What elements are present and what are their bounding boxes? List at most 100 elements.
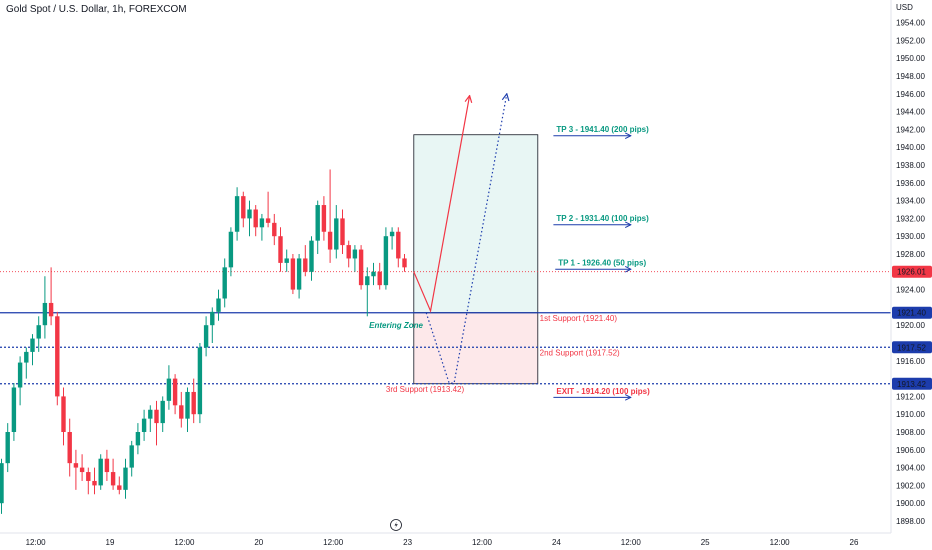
event-bolt-glyph xyxy=(394,521,398,529)
candle-body xyxy=(110,472,116,486)
first-support-label: 1st Support (1921.40) xyxy=(540,314,618,323)
candle-body xyxy=(86,472,91,481)
candle-body xyxy=(296,258,302,290)
candle-body xyxy=(253,209,258,228)
candle-body xyxy=(303,258,308,272)
candle-body xyxy=(377,271,382,286)
candle-body xyxy=(55,316,60,397)
exit-label: EXIT - 1914.20 (100 pips) xyxy=(556,387,650,396)
y-tick-label: 1932.00 xyxy=(896,214,925,223)
candle-body xyxy=(315,205,320,241)
candle-body xyxy=(290,258,296,290)
candle-body xyxy=(166,378,172,401)
x-tick-label: 12:00 xyxy=(26,538,47,547)
candle-body xyxy=(241,196,246,219)
y-tick-label: 1944.00 xyxy=(896,108,925,117)
second-support-label: 2nd Support (1917.52) xyxy=(540,349,620,358)
candle-body xyxy=(203,325,209,348)
candle-body xyxy=(117,485,122,490)
x-tick-label: 19 xyxy=(106,538,115,547)
candle-body xyxy=(11,387,17,432)
x-tick-label: 24 xyxy=(552,538,561,547)
x-tick-label: 12:00 xyxy=(472,538,493,547)
y-tick-label: 1928.00 xyxy=(896,250,925,259)
candle-body xyxy=(17,362,23,388)
third-support-line-tag xyxy=(892,377,932,390)
y-tick-label: 1910.00 xyxy=(896,410,925,419)
candle-body xyxy=(352,249,358,259)
candle-body xyxy=(0,463,4,504)
candle-body xyxy=(265,218,271,223)
second-support-line-tag-label: 1917.52 xyxy=(897,343,926,352)
candle-body xyxy=(79,467,85,473)
chart-title: Gold Spot / U.S. Dollar, 1h, FOREXCOM xyxy=(6,4,187,15)
y-tick-label: 1912.00 xyxy=(896,392,925,401)
tp2-label: TP 2 - 1931.40 (100 pips) xyxy=(556,214,649,223)
candle-body xyxy=(67,432,72,464)
candle-body xyxy=(402,258,407,268)
y-tick-label: 1940.00 xyxy=(896,143,925,152)
x-tick-label: 12:00 xyxy=(323,538,344,547)
tp3-label: TP 3 - 1941.40 (200 pips) xyxy=(556,125,649,134)
x-tick-label: 20 xyxy=(254,538,263,547)
candle-body xyxy=(148,409,153,419)
candle-body xyxy=(272,222,277,237)
candle-body xyxy=(141,418,147,432)
candle-body xyxy=(259,218,265,228)
y-tick-label: 1916.00 xyxy=(896,357,925,366)
candle-body xyxy=(172,378,178,406)
last-price-line-tag-label: 1926.01 xyxy=(897,268,926,277)
candle-body xyxy=(73,463,79,468)
candle-body xyxy=(36,325,41,339)
y-tick-label: 1902.00 xyxy=(896,481,925,490)
x-tick-label: 23 xyxy=(403,538,412,547)
last-price-line-tag xyxy=(892,265,932,278)
first-support-line-tag-label: 1921.40 xyxy=(897,309,926,318)
x-tick-label: 12:00 xyxy=(621,538,642,547)
candle-body xyxy=(135,432,141,446)
candle-body xyxy=(98,458,103,486)
candle-body xyxy=(228,231,234,268)
event-bolt-icon[interactable] xyxy=(390,519,402,531)
y-tick-label: 1938.00 xyxy=(896,161,925,170)
candle-body xyxy=(30,338,35,352)
entry-zone-box xyxy=(413,312,539,385)
candle-body xyxy=(389,231,395,237)
candle-body xyxy=(179,405,184,419)
y-tick-label: 1904.00 xyxy=(896,464,925,473)
candle-body xyxy=(61,396,66,432)
x-tick-label: 12:00 xyxy=(770,538,791,547)
candle-body xyxy=(160,400,165,424)
projection-solid-arrow xyxy=(413,96,470,314)
candle-body xyxy=(346,245,351,259)
second-support-line-tag xyxy=(892,341,932,354)
third-support-line-tag-label: 1913.42 xyxy=(897,380,926,389)
candle-body xyxy=(92,480,97,486)
candle-body xyxy=(104,458,110,473)
third-support-label: 3rd Support (1913.42) xyxy=(386,385,465,394)
candle-body xyxy=(197,347,203,415)
candle-body xyxy=(154,409,159,424)
y-tick-label: 1954.00 xyxy=(896,19,925,28)
candle-body xyxy=(371,271,376,277)
y-tick-label: 1942.00 xyxy=(896,125,925,134)
candle-body xyxy=(396,231,401,259)
candle-body xyxy=(327,231,333,250)
candle-body xyxy=(42,302,48,326)
candle-body xyxy=(24,351,29,363)
y-tick-label: 1952.00 xyxy=(896,36,925,45)
candle-body xyxy=(321,205,327,232)
candle-body xyxy=(216,298,221,312)
candle-body xyxy=(247,209,252,219)
candle-body xyxy=(234,196,240,232)
candle-body xyxy=(309,240,314,272)
y-tick-label: 1920.00 xyxy=(896,321,925,330)
candles xyxy=(0,169,407,514)
candle-body xyxy=(5,432,10,464)
candle-body xyxy=(210,311,215,326)
candle-body xyxy=(334,218,339,250)
y-tick-label: 1900.00 xyxy=(896,499,925,508)
candle-body xyxy=(383,236,389,286)
candle-body xyxy=(222,267,227,299)
